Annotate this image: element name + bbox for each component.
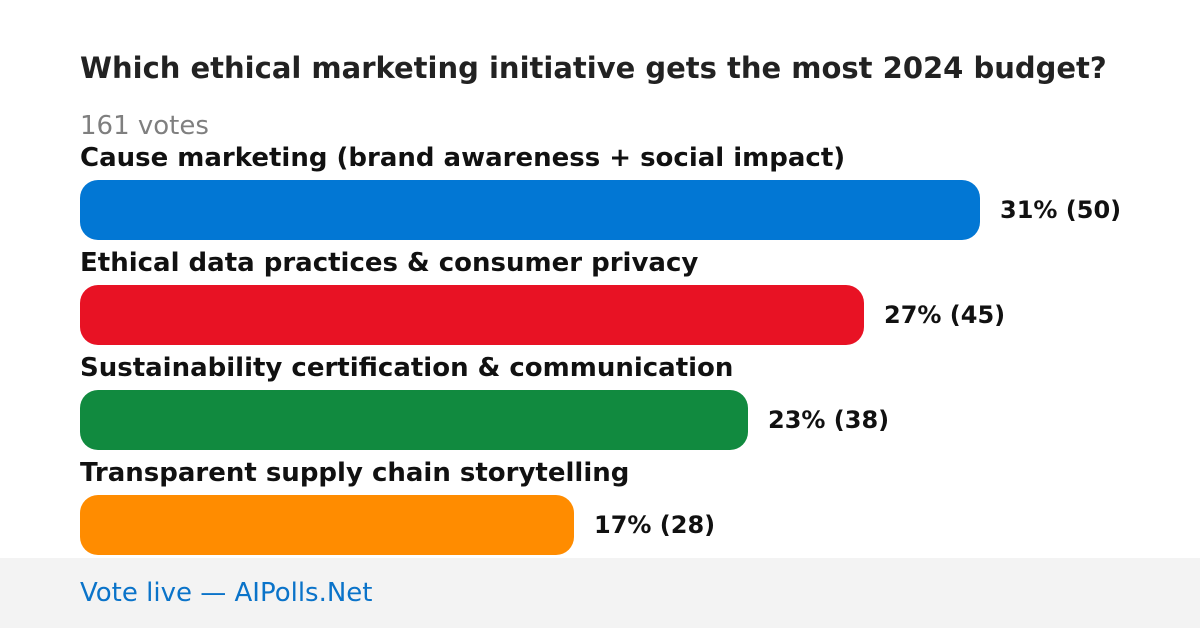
poll-title: Which ethical marketing initiative gets … — [80, 51, 1107, 85]
option-label: Sustainability certification & communica… — [80, 353, 734, 383]
option-value-label: 31% (50) — [1000, 196, 1122, 224]
option-bar — [80, 390, 748, 450]
option-value-label: 27% (45) — [884, 301, 1006, 329]
option-bar — [80, 495, 574, 555]
option-bar — [80, 285, 864, 345]
option-label: Cause marketing (brand awareness + socia… — [80, 143, 846, 173]
option-label: Ethical data practices & consumer privac… — [80, 248, 699, 278]
option-label: Transparent supply chain storytelling — [80, 458, 630, 488]
option-value-label: 23% (38) — [768, 406, 890, 434]
vote-live-link[interactable]: Vote live — AIPolls.Net — [80, 578, 373, 608]
option-bar — [80, 180, 980, 240]
option-value-label: 17% (28) — [594, 511, 716, 539]
vote-count: 161 votes — [80, 111, 209, 141]
footer: Vote live — AIPolls.Net — [0, 558, 1200, 628]
